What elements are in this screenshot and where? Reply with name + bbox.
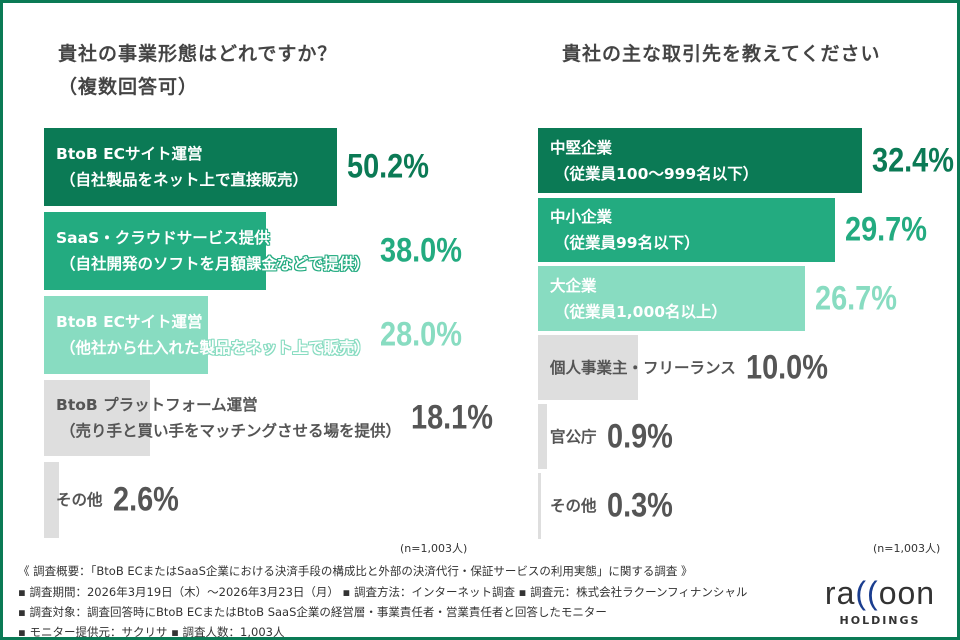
survey-provider: ▪ モニター提供元：サクリサ ▪ 調査人数：1,003人 (18, 625, 285, 639)
bar-value-label: 26.7% (815, 279, 897, 317)
category-line: （自社開発のソフトを月額課金などで提供） (60, 255, 370, 273)
category-line: （自社製品をネット上で直接販売） (60, 171, 309, 189)
bar-row: その他 2.6% (44, 462, 514, 538)
category-line: BtoB プラットフォーム運営 (56, 396, 258, 414)
survey-period: ▪ 調査期間：2026年3月19日（木）〜2026年3月23日（月） ▪ 調査方… (18, 585, 748, 599)
bar (44, 296, 208, 374)
bar-row: 中堅企業 （従業員100〜999名以下） 32.4% (538, 128, 958, 193)
left-chart-title: 貴社の事業形態はどれですか？ （複数回答可） (58, 38, 337, 104)
bar-category-label: その他 (56, 487, 103, 513)
category-line: SaaS・クラウドサービス提供 (56, 229, 270, 247)
bar-row: その他 0.3% (538, 473, 958, 539)
bar-row: 官公庁 0.9% (538, 404, 958, 469)
bar (538, 335, 638, 400)
bar-category-label: SaaS・クラウドサービス提供 （自社開発のソフトを月額課金などで提供） (56, 225, 370, 277)
bar-category-label: 中小企業 （従業員99名以下） (550, 204, 700, 256)
survey-target: ▪ 調査対象：調査回答時にBtoB ECまたはBtoB SaaS企業の経営層・事… (18, 605, 607, 619)
bar-category-label: 個人事業主・フリーランス (550, 355, 736, 381)
category-line: （他社から仕入れた製品をネット上で販売） (60, 339, 371, 357)
business-type-chart: BtoB ECサイト運営 （自社製品をネット上で直接販売） 50.2% SaaS・クラ… (44, 128, 514, 540)
bar-category-label: BtoB ECサイト運営 （自社製品をネット上で直接販売） (56, 141, 308, 193)
bar (538, 473, 541, 539)
bar-category-label: 官公庁 (550, 424, 597, 450)
bar-category-label: 大企業 （従業員1,000名以上） (550, 273, 727, 325)
bar-row: BtoB ECサイト運営 （他社から仕入れた製品をネット上で販売） 28.0% (44, 296, 514, 374)
category-line: その他 (550, 497, 597, 515)
bar-value-label: 2.6% (113, 480, 179, 519)
bar (538, 198, 835, 262)
bar-row: 中小企業 （従業員99名以下） 29.7% (538, 198, 958, 262)
left-sample-size: (n=1,003人) (400, 542, 468, 555)
category-line: 中小企業 (550, 208, 613, 226)
category-line: （売り手と買い手をマッチングさせる場を提供） (60, 422, 402, 440)
bar (44, 128, 338, 206)
bar-value-label: 0.3% (607, 486, 673, 525)
bar-value-label: 50.2% (347, 147, 430, 186)
trading-partner-chart: 中堅企業 （従業員100〜999名以下） 32.4% 中小企業 （従業員99名以下） 29… (538, 128, 958, 540)
bar (538, 128, 862, 193)
bar-row: SaaS・クラウドサービス提供 （自社開発のソフトを月額課金などで提供） 38.0% (44, 212, 514, 290)
title-line: （複数回答可） (58, 76, 199, 98)
category-line: BtoB ECサイト運営 (56, 313, 203, 331)
bar-value-label: 32.4% (872, 141, 954, 179)
bar-value-label: 28.0% (380, 315, 462, 354)
bar-row: BtoB プラットフォーム運営 （売り手と買い手をマッチングさせる場を提供） 18.… (44, 380, 514, 456)
bar-row: 大企業 （従業員1,000名以上） 26.7% (538, 266, 958, 331)
category-line: BtoB ECサイト運営 (56, 145, 203, 163)
bar-category-label: BtoB プラットフォーム運営 （売り手と買い手をマッチングさせる場を提供） (56, 392, 401, 444)
category-line: その他 (56, 491, 103, 509)
bar (538, 266, 805, 331)
bar-value-label: 18.1% (411, 398, 493, 437)
bar-value-label: 29.7% (845, 210, 927, 249)
right-chart-title: 貴社の主な取引先を教えてください (562, 43, 881, 65)
category-line: （従業員100〜999名以下） (554, 164, 759, 183)
survey-overview: 《 調査概要：「BtoB ECまたはSaaS企業における決済手段の構成比と外部の… (18, 564, 693, 578)
bar-row: BtoB ECサイト運営 （自社製品をネット上で直接販売） 50.2% (44, 128, 514, 206)
bar-row: 個人事業主・フリーランス 10.0% (538, 335, 958, 400)
right-sample-size: (n=1,003人) (873, 542, 941, 555)
bar-value-label: 10.0% (746, 348, 828, 386)
category-line: 中堅企業 (550, 138, 613, 157)
bar (44, 462, 60, 538)
category-line: 官公庁 (550, 427, 597, 446)
bar (44, 212, 266, 290)
category-line: 大企業 (550, 276, 597, 295)
category-line: （従業員99名以下） (554, 234, 700, 252)
bar (538, 404, 547, 469)
title-line: 貴社の事業形態はどれですか？ (58, 43, 338, 65)
bar-value-label: 38.0% (380, 231, 462, 270)
bar-value-label: 0.9% (607, 417, 673, 455)
bar-category-label: その他 (550, 493, 597, 519)
bar (44, 380, 150, 456)
category-line: 個人事業主・フリーランス (550, 358, 736, 377)
bar-category-label: BtoB ECサイト運営 （他社から仕入れた製品をネット上で販売） (56, 309, 370, 361)
bar-category-label: 中堅企業 （従業員100〜999名以下） (550, 135, 758, 187)
raccoon-holdings-logo: ra((oon HOLDINGS (824, 575, 936, 627)
category-line: （従業員1,000名以上） (554, 302, 728, 321)
